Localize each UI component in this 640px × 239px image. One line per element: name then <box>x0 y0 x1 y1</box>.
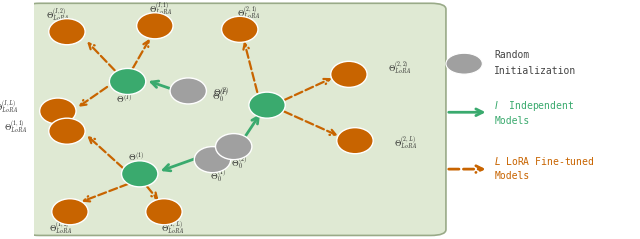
FancyBboxPatch shape <box>24 3 446 235</box>
Ellipse shape <box>137 13 173 39</box>
Text: $\Theta^{(I,L)}_{LoRA}$: $\Theta^{(I,L)}_{LoRA}$ <box>0 99 19 115</box>
Ellipse shape <box>216 134 252 160</box>
Text: $\Theta^{(1,2)}_{LoRA}$: $\Theta^{(1,2)}_{LoRA}$ <box>49 220 72 236</box>
Ellipse shape <box>195 147 230 173</box>
Ellipse shape <box>337 128 373 154</box>
Text: $\Theta^{(1,1)}_{LoRA}$: $\Theta^{(1,1)}_{LoRA}$ <box>4 120 28 135</box>
Text: Models: Models <box>495 115 530 125</box>
Text: $\Theta^{(I,1)}_{LoRA}$: $\Theta^{(I,1)}_{LoRA}$ <box>148 2 172 17</box>
Text: Initialization: Initialization <box>495 66 577 76</box>
Text: $\Theta_0^{(2)}$: $\Theta_0^{(2)}$ <box>231 156 247 171</box>
Ellipse shape <box>52 199 88 225</box>
Text: $\Theta^{(1)}$: $\Theta^{(1)}$ <box>128 151 144 163</box>
Text: Random: Random <box>495 50 530 60</box>
Ellipse shape <box>249 92 285 118</box>
Text: $\Theta^{(I)}$: $\Theta^{(I)}$ <box>116 92 132 105</box>
Text: $\Theta^{(2,2)}_{LoRA}$: $\Theta^{(2,2)}_{LoRA}$ <box>388 60 412 76</box>
Ellipse shape <box>49 19 85 45</box>
Ellipse shape <box>146 199 182 225</box>
Text: Models: Models <box>495 171 530 181</box>
Text: $\Theta^{(1,L)}_{LoRA}$: $\Theta^{(1,L)}_{LoRA}$ <box>161 220 185 236</box>
Text: $\Theta^{(2,L)}_{LoRA}$: $\Theta^{(2,L)}_{LoRA}$ <box>394 136 418 151</box>
Ellipse shape <box>221 16 258 42</box>
Text: $I$  Independent: $I$ Independent <box>495 99 575 113</box>
Text: $\Theta_0^{(I)}$: $\Theta_0^{(I)}$ <box>212 88 228 104</box>
Ellipse shape <box>109 68 146 94</box>
Text: $\Theta^{(2)}$: $\Theta^{(2)}$ <box>214 86 230 98</box>
Text: $\Theta_0^{(1)}$: $\Theta_0^{(1)}$ <box>210 169 226 185</box>
Ellipse shape <box>49 118 85 144</box>
Ellipse shape <box>40 98 76 124</box>
Ellipse shape <box>170 78 207 104</box>
Ellipse shape <box>446 53 483 74</box>
Text: $\Theta^{(I,2)}_{LoRA}$: $\Theta^{(I,2)}_{LoRA}$ <box>46 8 70 23</box>
Text: $L$ LoRA Fine-tuned: $L$ LoRA Fine-tuned <box>495 155 595 167</box>
Text: $\Theta^{(2,1)}_{LoRA}$: $\Theta^{(2,1)}_{LoRA}$ <box>237 5 260 21</box>
Ellipse shape <box>331 61 367 87</box>
Ellipse shape <box>122 161 158 187</box>
